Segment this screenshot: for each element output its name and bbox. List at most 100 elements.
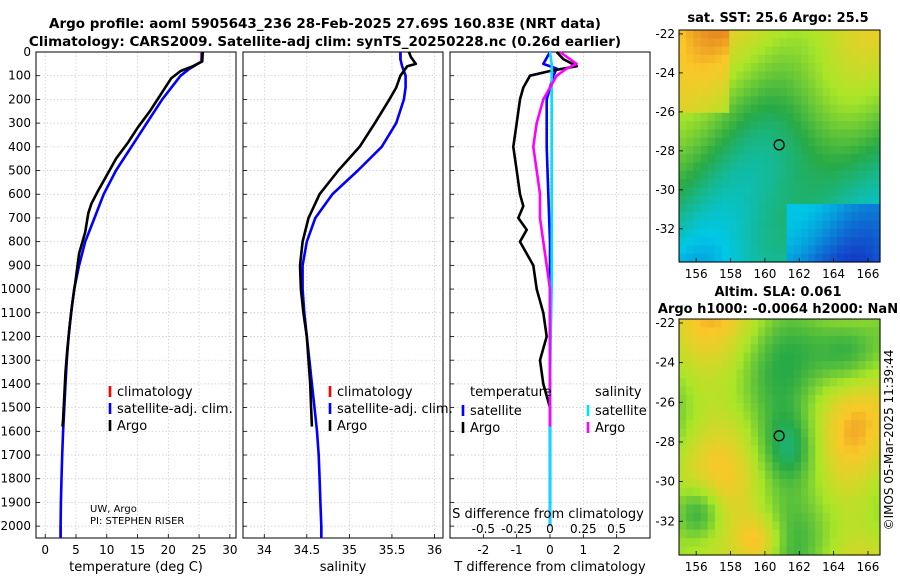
heatmap-cell bbox=[851, 88, 860, 97]
heatmap-cell bbox=[750, 319, 759, 329]
heatmap-cell bbox=[750, 104, 759, 114]
heatmap-cell bbox=[729, 529, 738, 539]
series-salinity-argo bbox=[531, 50, 579, 427]
heatmap-cell bbox=[693, 237, 702, 247]
heatmap-cell bbox=[757, 470, 766, 480]
heatmap-cell bbox=[872, 63, 881, 73]
heatmap-cell bbox=[815, 121, 824, 131]
heatmap-cell bbox=[736, 63, 745, 73]
heatmap-cell bbox=[793, 137, 802, 147]
heatmap-cell bbox=[743, 335, 752, 345]
heatmap-cell bbox=[707, 386, 716, 396]
heatmap-cell bbox=[844, 428, 852, 438]
heatmap-cell bbox=[743, 512, 752, 522]
heatmap-cell bbox=[729, 335, 738, 345]
heatmap-cell bbox=[729, 170, 738, 180]
heatmap-cell bbox=[808, 394, 816, 404]
heatmap-cell bbox=[815, 220, 824, 230]
series-temperature-argo bbox=[511, 51, 579, 427]
heatmap-cell bbox=[815, 63, 824, 73]
heatmap-cell bbox=[865, 38, 874, 48]
heatmap-cell bbox=[686, 38, 694, 48]
heatmap-cell bbox=[779, 253, 788, 263]
heatmap-cell bbox=[858, 38, 867, 48]
heatmap-cell bbox=[836, 63, 845, 73]
heatmap-cell bbox=[865, 327, 874, 337]
map-x-tick-label: 162 bbox=[788, 267, 811, 281]
heatmap-cell bbox=[808, 54, 816, 64]
heatmap-cell bbox=[815, 319, 824, 329]
heatmap-cell bbox=[779, 504, 788, 514]
heatmap-cell bbox=[844, 394, 852, 404]
heatmap-cell bbox=[815, 487, 824, 497]
heatmap-cell bbox=[707, 428, 716, 438]
heatmap-cell bbox=[700, 352, 709, 362]
heatmap-cell bbox=[851, 352, 860, 362]
heatmap-cell bbox=[808, 245, 816, 255]
heatmap-cell bbox=[765, 529, 773, 539]
heatmap-cell bbox=[801, 386, 809, 396]
heatmap-cell bbox=[851, 129, 860, 139]
heatmap-cell bbox=[736, 496, 745, 506]
heatmap-cell bbox=[808, 453, 816, 463]
heatmap-cell bbox=[858, 187, 867, 197]
heatmap-cell bbox=[772, 420, 781, 430]
heatmap-cell bbox=[872, 504, 881, 514]
heatmap-cell bbox=[822, 46, 831, 56]
heatmap-cell bbox=[815, 529, 824, 539]
heatmap-cell bbox=[765, 228, 773, 238]
heatmap-cell bbox=[793, 253, 802, 263]
heatmap-cell bbox=[815, 453, 824, 463]
heatmap-cell bbox=[743, 437, 752, 447]
heatmap-cell bbox=[844, 437, 852, 447]
heatmap-cell bbox=[772, 187, 781, 197]
heatmap-cell bbox=[750, 129, 759, 139]
heatmap-cell bbox=[858, 88, 867, 97]
heatmap-cell bbox=[686, 428, 694, 438]
heatmap-cell bbox=[757, 121, 766, 131]
heatmap-cell bbox=[801, 121, 809, 131]
heatmap-cell bbox=[786, 220, 795, 230]
heatmap-cell bbox=[844, 46, 852, 56]
heatmap-cell bbox=[772, 411, 781, 421]
heatmap-cell bbox=[822, 369, 831, 379]
heatmap-cell bbox=[844, 79, 852, 89]
heatmap-cell bbox=[693, 79, 702, 89]
heatmap-cell bbox=[865, 220, 874, 230]
heatmap-cell bbox=[801, 487, 809, 497]
heatmap-cell bbox=[765, 403, 773, 413]
heatmap-cell bbox=[729, 245, 738, 255]
heatmap-cell bbox=[750, 204, 759, 213]
heatmap-cell bbox=[765, 38, 773, 48]
x-tick-label: 36 bbox=[427, 543, 442, 557]
heatmap-cell bbox=[858, 411, 867, 421]
heatmap-cell bbox=[851, 179, 860, 189]
heatmap-cell bbox=[801, 327, 809, 337]
heatmap-cell bbox=[757, 327, 766, 337]
heatmap-cell bbox=[765, 462, 773, 472]
figure-title-line1: Argo profile: aoml 5905643_236 28-Feb-20… bbox=[49, 16, 601, 32]
heatmap-cell bbox=[722, 204, 730, 213]
x-tick-label: 1 bbox=[580, 543, 588, 557]
heatmap-cell bbox=[700, 162, 709, 172]
heatmap-cell bbox=[844, 512, 852, 522]
heatmap-cell bbox=[815, 237, 824, 247]
heatmap-cell bbox=[722, 428, 730, 438]
heatmap-cell bbox=[679, 237, 687, 247]
heatmap-cell bbox=[750, 88, 759, 97]
argo-float-marker bbox=[773, 139, 785, 151]
heatmap-cell bbox=[851, 369, 860, 379]
heatmap-cell bbox=[801, 187, 809, 197]
heatmap-cell bbox=[736, 453, 745, 463]
heatmap-cell bbox=[844, 96, 852, 106]
heatmap-cell bbox=[858, 54, 867, 64]
heatmap-cell bbox=[829, 54, 838, 64]
heatmap-cell bbox=[700, 437, 709, 447]
heatmap-cell bbox=[772, 344, 781, 354]
heatmap-cell bbox=[815, 204, 824, 213]
heatmap-cell bbox=[765, 420, 773, 430]
heatmap-cell bbox=[808, 378, 816, 388]
heatmap-cell bbox=[714, 344, 723, 354]
heatmap-cell bbox=[736, 344, 745, 354]
heatmap-cell bbox=[865, 521, 874, 531]
